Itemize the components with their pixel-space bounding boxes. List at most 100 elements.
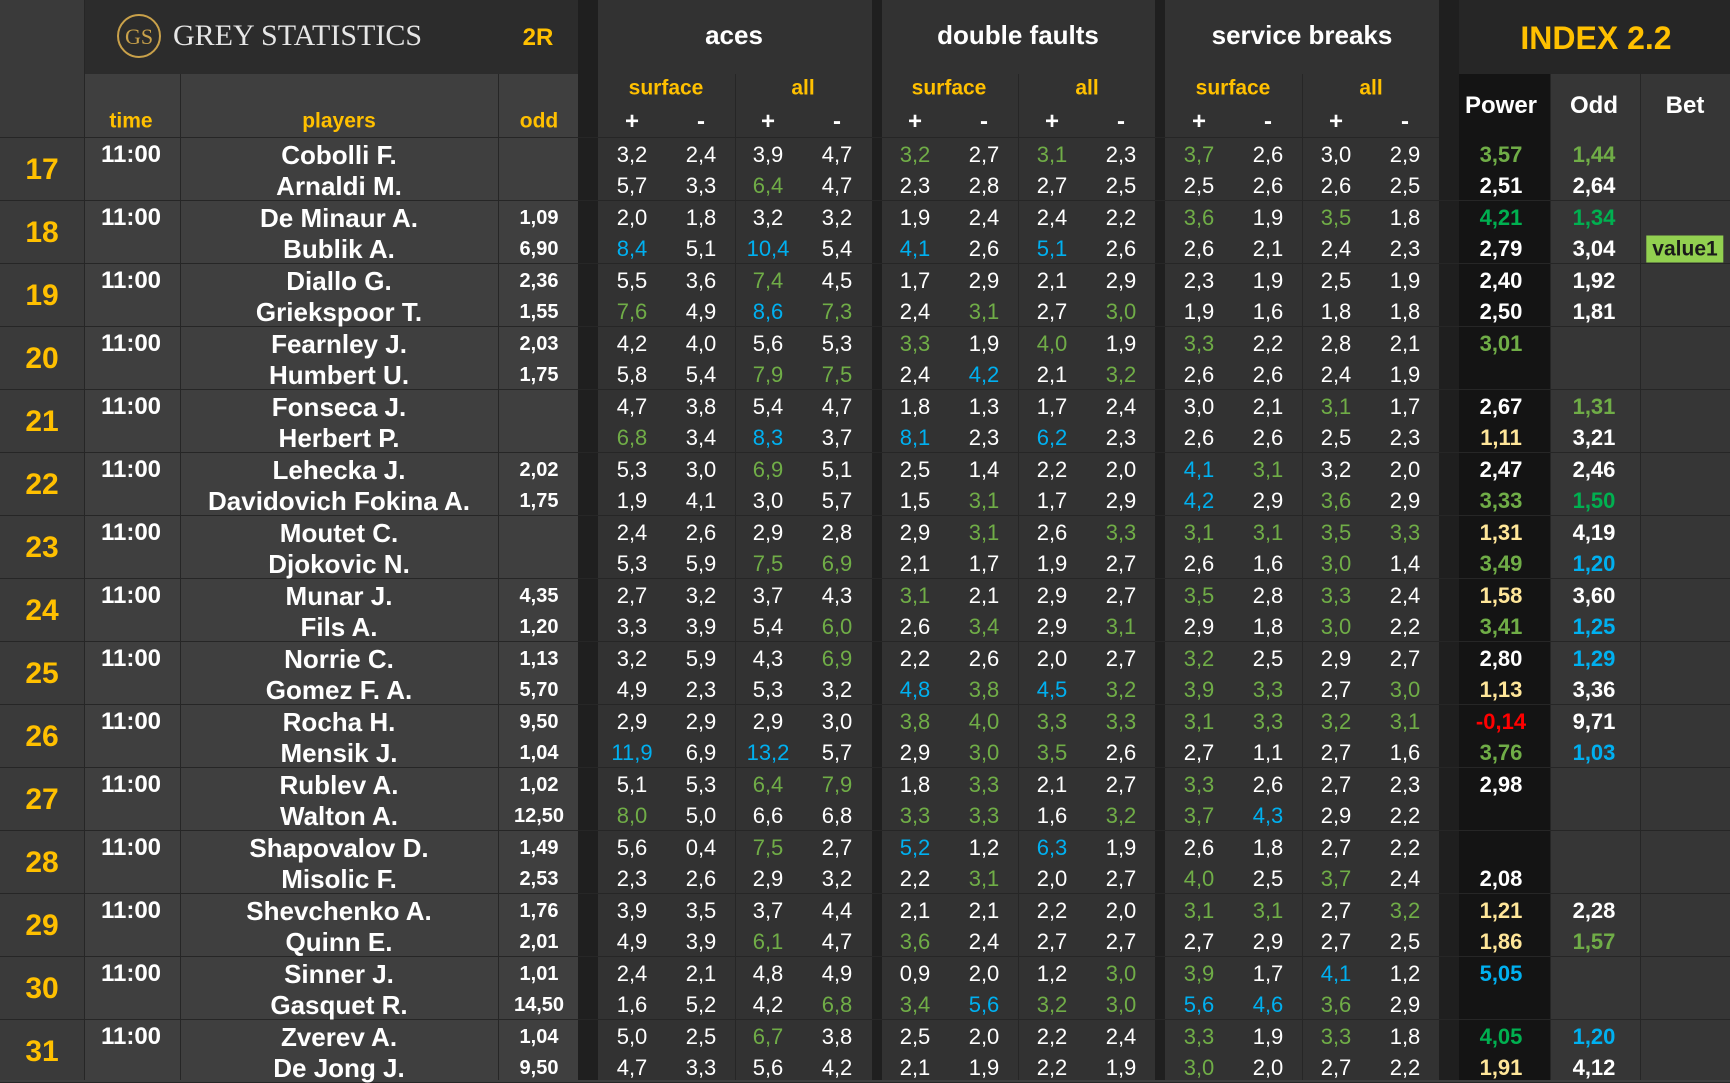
df-value: 2,7: [1105, 583, 1137, 608]
aces-value: 2,7: [821, 835, 853, 860]
df-value: 3,2: [1105, 677, 1137, 702]
sb-value: 3,0: [1389, 677, 1421, 702]
minus-subheader: -: [1264, 108, 1272, 135]
df-value: 2,4: [1105, 1024, 1137, 1049]
match-divider: [0, 200, 1730, 201]
double-faults-header: double faults: [937, 20, 1099, 50]
df-value: 2,0: [1036, 866, 1068, 891]
df-value: 2,9: [899, 520, 931, 545]
aces-value: 5,1: [685, 236, 717, 261]
aces-value: 4,7: [821, 142, 853, 167]
power-value: 1,21: [1479, 898, 1523, 923]
df-value: 2,2: [1105, 205, 1137, 230]
aces-value: 8,6: [752, 299, 784, 324]
power-value: 2,40: [1479, 268, 1523, 293]
sb-value: 1,9: [1252, 205, 1284, 230]
sb-value: 2,2: [1252, 331, 1284, 356]
df-value: 2,3: [1105, 142, 1137, 167]
df-value: 1,7: [1036, 488, 1068, 513]
aces-value: 4,7: [616, 1055, 648, 1080]
df-value: 2,6: [968, 646, 1000, 671]
sb-value: 2,9: [1389, 142, 1421, 167]
player-name: Rublev A.: [279, 770, 399, 800]
df-value: 3,0: [1105, 992, 1137, 1017]
aces-value: 4,3: [752, 646, 784, 671]
player-name: Rocha H.: [282, 707, 396, 737]
df-value: 3,8: [968, 677, 1000, 702]
df-value: 2,1: [899, 1055, 931, 1080]
df-value: 2,1: [1036, 268, 1068, 293]
sb-value: 2,5: [1320, 425, 1352, 450]
aces-value: 5,1: [821, 457, 853, 482]
sb-value: 2,6: [1320, 173, 1352, 198]
sb-value: 2,9: [1389, 992, 1421, 1017]
sb-value: 2,2: [1389, 1055, 1421, 1080]
sb-value: 3,9: [1183, 961, 1215, 986]
df-value: 2,6: [1036, 520, 1068, 545]
minus-subheader: -: [697, 108, 705, 135]
aces-value: 3,6: [685, 268, 717, 293]
df-value: 2,4: [968, 205, 1000, 230]
match-divider: [0, 956, 1730, 957]
df-value: 4,8: [899, 677, 931, 702]
aces-value: 7,6: [616, 299, 648, 324]
aces-value: 4,1: [685, 488, 717, 513]
sb-value: 3,1: [1252, 898, 1284, 923]
sb-value: 3,1: [1389, 709, 1421, 734]
minus-subheader: -: [1117, 108, 1125, 135]
df-value: 2,1: [968, 583, 1000, 608]
aces-value: 6,4: [752, 173, 784, 198]
df-value: 3,3: [1105, 709, 1137, 734]
sb-value: 3,1: [1252, 457, 1284, 482]
player-odd: 1,76: [519, 900, 559, 922]
aces-value: 5,8: [616, 362, 648, 387]
player-name: Quinn E.: [285, 927, 393, 957]
match-number: 29: [25, 909, 59, 942]
df-value: 4,1: [899, 236, 931, 261]
match-time: 11:00: [100, 708, 162, 735]
odd2-value: 3,60: [1572, 583, 1616, 608]
sb-value: 4,1: [1320, 961, 1352, 986]
power-value: 4,05: [1479, 1024, 1523, 1049]
aces-value: 2,9: [752, 709, 784, 734]
odd2-value: 1,03: [1572, 740, 1616, 765]
aces-value: 2,3: [616, 866, 648, 891]
sb-value: 2,4: [1320, 362, 1352, 387]
odd2-value: 1,25: [1572, 614, 1616, 639]
odd2-value: 3,04: [1572, 236, 1616, 261]
df-value: 4,5: [1036, 677, 1068, 702]
df-value: 2,7: [1105, 551, 1137, 576]
sb-value: 3,5: [1320, 520, 1352, 545]
player-name: Fearnley J.: [271, 329, 407, 359]
aces-value: 8,4: [616, 236, 648, 261]
sb-value: 1,8: [1389, 205, 1421, 230]
match-number: 17: [25, 153, 59, 186]
power-value: 3,33: [1479, 488, 1523, 513]
aces-value: 3,9: [616, 898, 648, 923]
aces-value: 3,2: [821, 677, 853, 702]
df-value: 2,7: [1105, 929, 1137, 954]
df-value: 2,6: [1105, 740, 1137, 765]
sb-value: 2,8: [1252, 583, 1284, 608]
df-value: 3,4: [899, 992, 931, 1017]
sb-value: 3,3: [1252, 677, 1284, 702]
match-time: 11:00: [100, 456, 162, 483]
sb-value: 2,7: [1320, 740, 1352, 765]
odd2-value: 2,28: [1572, 898, 1616, 923]
sb-value: 3,3: [1183, 1024, 1215, 1049]
players-header: players: [302, 109, 376, 133]
player-odd: 2,01: [519, 931, 559, 953]
power-value: 2,47: [1479, 457, 1523, 482]
player-name: Fonseca J.: [271, 392, 407, 422]
sb-value: 2,5: [1252, 866, 1284, 891]
match-number: 18: [25, 216, 59, 249]
row-number-column-bg: [0, 0, 84, 1080]
player-odd: 1,49: [519, 837, 559, 859]
aces-value: 3,2: [616, 142, 648, 167]
player-name: Bublik A.: [283, 234, 395, 264]
df-value: 3,1: [968, 488, 1000, 513]
aces-value: 4,5: [821, 268, 853, 293]
df-value: 2,7: [1105, 646, 1137, 671]
sb-value: 4,1: [1183, 457, 1215, 482]
gap-strip-2: [872, 0, 882, 1080]
